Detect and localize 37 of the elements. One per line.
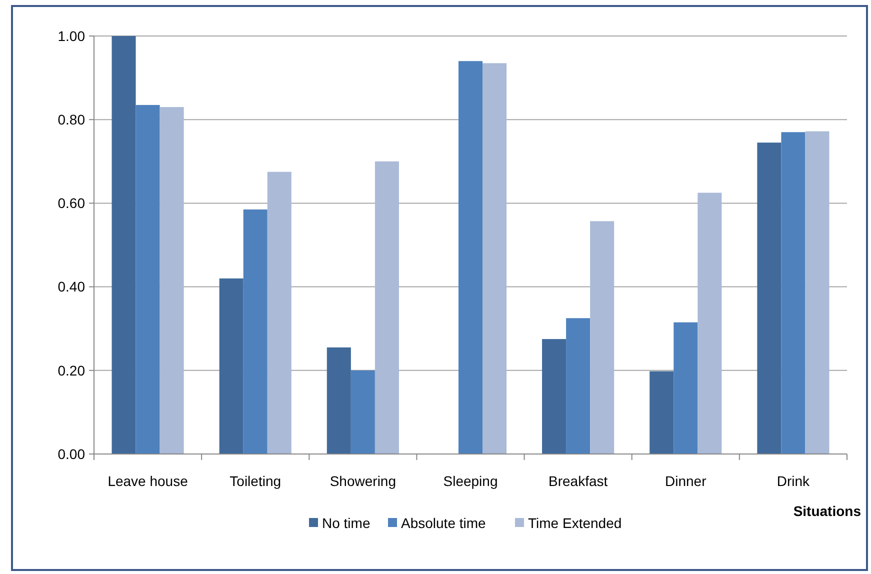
y-tick-label: 0.00 (58, 446, 86, 462)
bar (542, 339, 566, 454)
legend-label: No time (322, 514, 370, 531)
x-tick-label: Breakfast (548, 473, 608, 489)
bar (757, 142, 782, 454)
bar (698, 192, 722, 454)
bar (805, 131, 830, 454)
bar (267, 172, 292, 454)
bar (350, 370, 375, 454)
y-tick-label: 0.60 (58, 195, 86, 212)
bar (674, 322, 698, 454)
bar (482, 63, 507, 454)
bar (326, 347, 351, 454)
x-axis-title: Situations (793, 503, 862, 519)
bar (219, 278, 244, 454)
bar (136, 104, 160, 454)
legend-label: Absolute time (401, 514, 486, 531)
x-tick-label: Showering (330, 473, 396, 489)
bar (160, 107, 184, 454)
bar (243, 209, 268, 454)
x-tick-label: Sleeping (443, 473, 498, 489)
bar (458, 61, 483, 454)
x-tick-label: Dinner (665, 473, 707, 489)
y-tick-label: 0.20 (58, 362, 86, 378)
x-tick-label: Toileting (230, 473, 282, 489)
bar (781, 132, 806, 454)
x-tick-label: Leave house (108, 473, 188, 489)
bar (374, 161, 399, 454)
x-tick-label: Drink (776, 473, 811, 489)
y-tick-label: 0.80 (58, 112, 86, 128)
y-tick-label: 1.00 (58, 28, 86, 44)
bar (566, 318, 590, 454)
bar (650, 371, 674, 454)
y-tick-label: 0.40 (58, 278, 86, 295)
legend-label: Time Extended (528, 514, 622, 531)
bar (590, 221, 614, 454)
bar (112, 36, 136, 454)
